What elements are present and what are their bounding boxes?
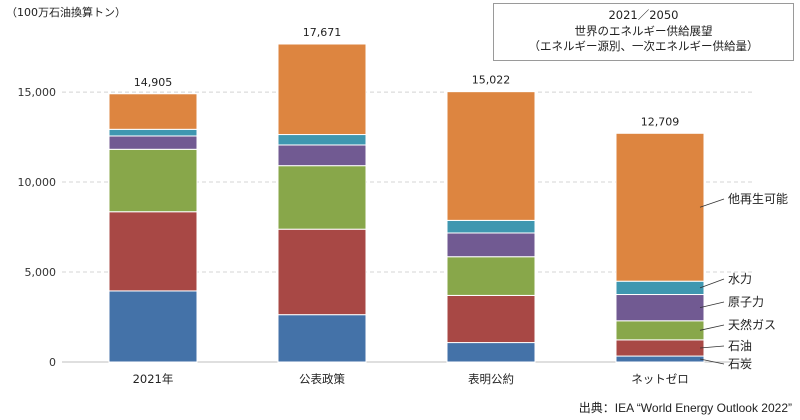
legend-leader-line <box>699 345 725 349</box>
x-tick-label: 公表政策 <box>299 372 345 386</box>
legend-label: 天然ガス <box>728 317 776 332</box>
legend-leader-line <box>699 301 725 309</box>
bar-segment <box>108 135 198 150</box>
bar-segment <box>277 144 367 167</box>
bar-segment <box>615 355 705 363</box>
bar-segment <box>108 290 198 363</box>
x-tick-label: 2021年 <box>133 372 174 386</box>
legend-label: 他再生可能 <box>728 192 788 206</box>
source-note: 出典：IEA “World Energy Outlook 2022” <box>578 401 792 415</box>
bar-total-label: 17,671 <box>303 26 342 39</box>
y-tick-label: 15,000 <box>18 86 57 99</box>
bar-segment <box>108 148 198 213</box>
legend-leader-line <box>699 278 725 289</box>
y-axis-unit-label: （100万石油換算トン） <box>6 6 126 19</box>
bar-segment <box>108 211 198 292</box>
legend-label: 水力 <box>728 272 752 286</box>
bar-segment <box>615 132 705 282</box>
legend-leader-line <box>699 324 725 331</box>
bar-segment <box>446 91 536 221</box>
bar-segment <box>446 294 536 344</box>
bar-segment <box>108 93 198 130</box>
bar-segment <box>277 134 367 146</box>
y-tick-label: 5,000 <box>25 266 57 279</box>
y-tick-label: 10,000 <box>18 176 57 189</box>
bar-segment <box>446 342 536 363</box>
bar-segment <box>446 256 536 296</box>
bar-segment <box>446 219 536 234</box>
bar-total-label: 14,905 <box>134 76 173 89</box>
legend-leader-line <box>699 358 725 365</box>
bar-segment <box>277 165 367 230</box>
x-tick-label: ネットゼロ <box>631 372 689 386</box>
y-tick-label: 0 <box>49 356 56 369</box>
bar-segment <box>615 280 705 296</box>
bar-segment <box>108 128 198 137</box>
x-tick-label: 表明公約 <box>468 372 514 386</box>
bar-segment <box>277 314 367 363</box>
title-line-3: （エネルギー源別、一次エネルギー供給量） <box>528 39 759 53</box>
title-line-1: 2021／2050 <box>608 8 679 22</box>
legend-label: 石炭 <box>728 357 752 371</box>
legend-leader-line <box>699 198 725 208</box>
bar-segment <box>277 43 367 136</box>
bar-segment <box>615 339 705 357</box>
bar-segment <box>277 228 367 316</box>
bar-total-label: 15,022 <box>472 74 511 87</box>
bar-segment <box>615 320 705 341</box>
legend-label: 石油 <box>728 339 752 353</box>
title-line-2: 世界のエネルギー供給展望 <box>574 23 713 38</box>
bar-total-label: 12,709 <box>641 115 680 128</box>
bar-segment <box>615 294 705 322</box>
legend-label: 原子力 <box>728 295 764 309</box>
bar-segment <box>446 232 536 258</box>
chart-title-box: 2021／2050 世界のエネルギー供給展望 （エネルギー源別、一次エネルギー供… <box>493 3 794 61</box>
